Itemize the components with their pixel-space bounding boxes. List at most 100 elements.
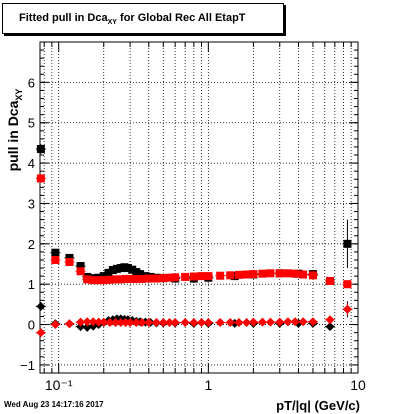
data-point <box>136 270 145 279</box>
data-point <box>257 317 267 327</box>
data-point <box>249 270 258 279</box>
data-point <box>94 276 103 285</box>
data-point <box>76 262 85 271</box>
data-point <box>76 317 86 327</box>
data-point <box>242 270 251 279</box>
data-point <box>105 318 115 328</box>
data-point <box>65 257 74 266</box>
data-point <box>83 275 92 284</box>
data-marks <box>35 144 353 338</box>
data-point <box>164 318 174 328</box>
data-point <box>36 144 45 153</box>
data-point <box>225 318 235 328</box>
y-tick-label: 5 <box>28 116 35 131</box>
data-point <box>144 318 154 328</box>
grid-lines <box>40 42 358 373</box>
data-point <box>99 272 108 281</box>
data-point <box>123 264 132 273</box>
series-2 <box>35 301 353 332</box>
y-tick-label: 4 <box>28 156 35 171</box>
series-1 <box>35 174 353 289</box>
y-tick-label: 0 <box>28 318 35 333</box>
data-point <box>128 265 137 274</box>
data-point <box>158 318 168 328</box>
data-point <box>99 317 109 327</box>
data-point <box>197 318 207 328</box>
data-point <box>108 266 117 275</box>
chart-title-box: Fitted pull in DcaXY for Global Rec All … <box>2 3 284 34</box>
y-axis-label: pull in DcaXY <box>5 89 24 172</box>
data-point <box>291 269 300 278</box>
data-point <box>326 276 335 285</box>
data-point <box>165 273 174 282</box>
data-point <box>342 304 352 314</box>
data-point <box>180 318 190 328</box>
x-tick-labels: 10⁻¹ 1 10 <box>45 377 366 393</box>
data-point <box>171 273 180 282</box>
data-point <box>197 272 206 281</box>
y-tick-label: 3 <box>28 196 35 211</box>
data-point <box>144 274 153 283</box>
data-point <box>230 272 239 281</box>
data-point <box>258 269 267 278</box>
data-point <box>64 319 74 329</box>
y-tick-label: 2 <box>28 237 35 252</box>
y-tick-label: 6 <box>28 75 35 90</box>
data-point <box>299 270 308 279</box>
data-point <box>181 272 190 281</box>
data-point <box>111 318 121 328</box>
data-point <box>137 274 146 283</box>
data-point <box>152 274 161 283</box>
data-point <box>50 320 60 330</box>
data-point <box>159 274 168 283</box>
plot-frame <box>39 41 359 374</box>
data-point <box>283 317 293 327</box>
data-point <box>283 269 292 278</box>
x-tick-label: 1 <box>204 377 212 393</box>
data-point <box>131 318 141 328</box>
data-point <box>234 318 244 328</box>
y-tick-label: −1 <box>20 358 35 373</box>
data-point <box>242 318 252 328</box>
data-point <box>215 318 225 328</box>
data-point <box>189 272 198 281</box>
data-point <box>125 318 135 328</box>
data-point <box>204 272 213 281</box>
data-point <box>36 328 46 338</box>
y-tick-label: 1 <box>28 277 35 292</box>
timestamp-footer: Wed Aug 23 14:17:16 2017 <box>4 400 104 409</box>
data-point <box>298 317 308 327</box>
series-3 <box>35 303 353 338</box>
data-point <box>105 275 114 284</box>
x-tick-label: 10⁻¹ <box>45 377 73 393</box>
chart-title-subscript: XY <box>107 19 117 27</box>
data-point <box>266 269 275 278</box>
data-point <box>99 276 108 285</box>
data-point <box>265 317 275 327</box>
data-point <box>51 248 60 257</box>
x-axis-label: pT/|q| (GeV/c) <box>276 398 360 413</box>
data-point <box>170 318 180 328</box>
data-point <box>89 276 98 285</box>
data-point <box>36 301 46 311</box>
data-point <box>104 268 113 277</box>
data-point <box>189 318 199 328</box>
data-point <box>76 267 85 276</box>
axis-ticks <box>40 41 358 374</box>
x-tick-label: 10 <box>350 377 366 393</box>
data-point <box>82 317 92 327</box>
data-point <box>94 317 104 327</box>
data-point <box>325 322 335 332</box>
data-point <box>226 271 235 280</box>
data-point <box>216 271 225 280</box>
data-point <box>137 318 147 328</box>
data-point <box>308 317 318 327</box>
data-point <box>132 274 141 283</box>
data-point <box>51 255 60 264</box>
data-point <box>275 317 285 327</box>
data-point <box>343 280 352 289</box>
data-point <box>65 253 74 262</box>
data-point <box>82 322 92 332</box>
data-point <box>126 274 135 283</box>
